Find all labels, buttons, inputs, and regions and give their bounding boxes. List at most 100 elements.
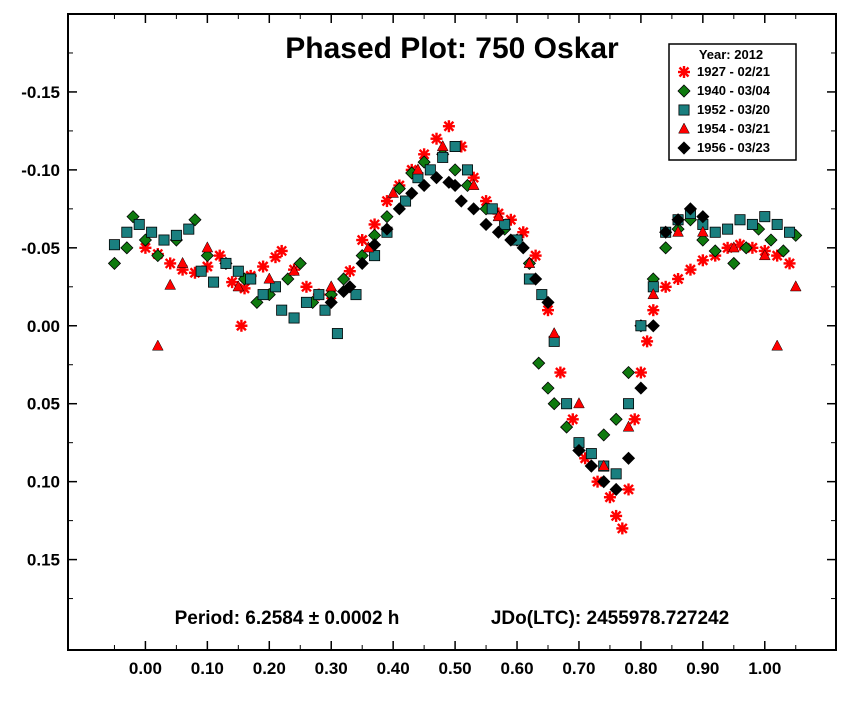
data-point <box>532 356 546 370</box>
data-point <box>368 238 382 252</box>
data-point <box>609 482 623 497</box>
series-1956-03-23 <box>324 171 710 497</box>
data-point <box>238 282 251 295</box>
data-point <box>392 182 406 196</box>
legend-box <box>668 43 797 161</box>
data-point <box>491 225 506 239</box>
data-point <box>120 241 134 255</box>
data-point <box>722 223 734 235</box>
data-point <box>257 289 269 301</box>
data-point <box>436 139 449 151</box>
data-point <box>584 459 598 473</box>
data-point <box>616 522 629 535</box>
y-tick-label: -0.10 <box>21 161 60 180</box>
data-point <box>429 171 444 185</box>
data-point <box>269 281 281 293</box>
data-point <box>200 249 214 263</box>
data-point <box>324 295 338 309</box>
y-tick-label: 0.10 <box>27 473 60 492</box>
x-tick-label: 1.00 <box>748 659 781 678</box>
data-point <box>771 339 783 351</box>
data-point <box>758 249 771 261</box>
data-point <box>437 151 449 163</box>
data-point <box>597 475 611 489</box>
y-tick-label: 0.15 <box>27 551 60 570</box>
data-point <box>281 272 295 286</box>
data-point <box>641 335 654 348</box>
data-point <box>195 265 207 277</box>
data-point <box>380 195 393 208</box>
data-point <box>671 213 685 227</box>
data-point <box>208 276 220 288</box>
data-point <box>400 195 412 207</box>
data-point <box>647 288 660 300</box>
x-tick-label: 0.60 <box>500 659 533 678</box>
data-point <box>107 256 122 270</box>
legend-label: 1940 - 03/04 <box>697 83 771 98</box>
data-point <box>659 280 672 293</box>
x-tick-label: 0.40 <box>377 659 410 678</box>
axis-ticks <box>68 14 836 650</box>
data-point <box>597 428 611 442</box>
legend-marker <box>678 104 690 116</box>
data-point <box>467 178 480 190</box>
data-point <box>300 280 313 293</box>
data-point <box>499 218 511 230</box>
data-point <box>343 280 357 294</box>
legend-label: 1956 - 03/23 <box>697 140 770 155</box>
data-point <box>709 226 721 238</box>
data-point <box>684 263 697 276</box>
data-point <box>734 214 746 226</box>
x-tick-label: 0.00 <box>129 659 162 678</box>
data-point <box>424 164 436 176</box>
data-point <box>151 249 165 263</box>
data-point <box>647 304 660 317</box>
data-point <box>529 272 543 286</box>
data-point <box>628 413 641 426</box>
epoch-annotation: JDo(LTC): 2455978.727242 <box>491 608 729 629</box>
data-point <box>158 234 170 246</box>
data-point <box>696 254 709 267</box>
data-point <box>479 217 493 232</box>
data-point <box>121 226 133 238</box>
data-point <box>622 483 635 496</box>
data-point <box>313 289 325 301</box>
data-point <box>523 256 536 268</box>
data-point <box>343 265 356 278</box>
data-point <box>541 295 555 309</box>
data-point <box>319 304 331 316</box>
data-point <box>380 222 394 236</box>
data-point <box>454 194 468 208</box>
data-point <box>547 397 561 411</box>
legend-label: 1927 - 02/21 <box>697 64 770 79</box>
x-axis-tick-labels: 0.00 0.10 0.20 0.30 0.40 0.50 0.60 0.70 0.80 0.90… <box>129 659 781 678</box>
data-point <box>536 289 548 301</box>
data-point <box>727 256 741 270</box>
data-point <box>387 186 399 198</box>
data-point <box>764 233 778 247</box>
legend-title: Year: 2012 <box>699 47 763 62</box>
data-point <box>623 398 635 410</box>
data-point <box>325 280 338 292</box>
data-point <box>610 468 622 480</box>
data-point <box>646 319 660 333</box>
data-point <box>789 280 802 292</box>
data-point <box>356 234 369 247</box>
data-point <box>560 420 574 434</box>
y-axis-tick-labels: -0.15 -0.10 -0.05 0.00 0.05 0.10 0.15 <box>21 83 60 570</box>
data-point <box>739 241 753 255</box>
legend-marker <box>678 66 690 78</box>
data-point <box>621 365 636 380</box>
data-point <box>232 265 244 277</box>
data-point <box>275 244 288 257</box>
data-point <box>430 132 443 145</box>
data-point <box>492 210 505 222</box>
data-point <box>467 202 481 216</box>
legend-marker <box>678 122 690 134</box>
data-point <box>164 257 177 270</box>
data-point <box>133 218 145 230</box>
data-points <box>107 120 803 535</box>
legend: Year: 2012 1927 - 02/21 1940 - 03/04 1952 … <box>668 43 797 161</box>
data-point <box>276 304 288 316</box>
x-tick-label: 0.50 <box>439 659 472 678</box>
